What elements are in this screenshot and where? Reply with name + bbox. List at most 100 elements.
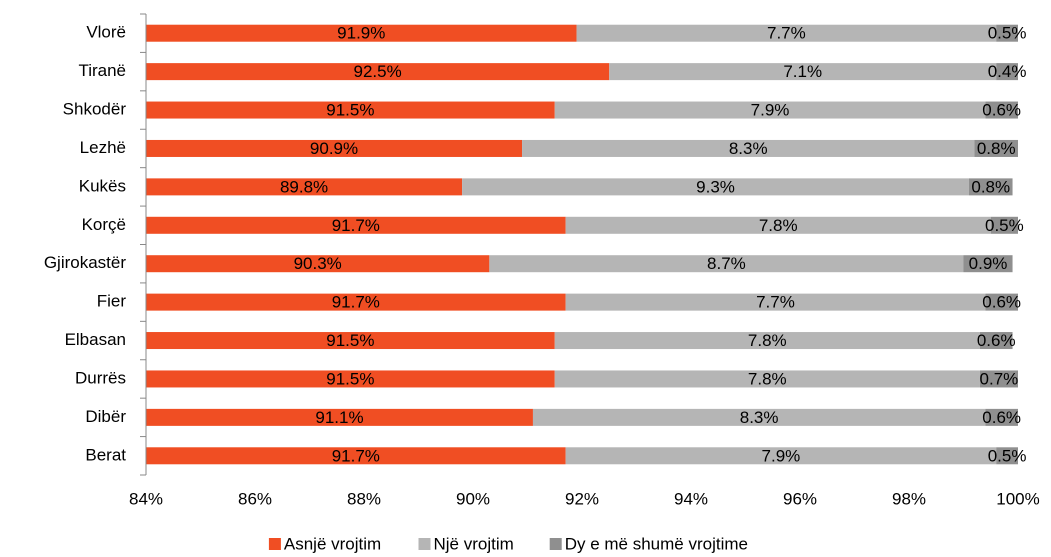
bar-segment xyxy=(146,139,523,157)
data-label: 7.8% xyxy=(759,216,798,235)
bar-segment xyxy=(996,63,1018,81)
data-label: 0.5% xyxy=(988,24,1027,43)
data-label: 8.3% xyxy=(740,408,779,427)
data-label: 90.3% xyxy=(294,254,342,273)
bar-segment xyxy=(996,24,1018,42)
y-tick-label: Vlorë xyxy=(86,23,126,42)
data-label: 9.3% xyxy=(696,177,735,196)
y-tick-label: Durrës xyxy=(75,368,126,387)
bar-segment xyxy=(489,255,964,273)
bar-segment xyxy=(146,370,555,388)
y-tick-label: Kukës xyxy=(79,176,126,195)
data-label: 91.5% xyxy=(326,101,374,120)
bar-segment xyxy=(985,408,1018,426)
legend-label: Një vrojtim xyxy=(434,534,514,553)
data-label: 0.6% xyxy=(982,408,1021,427)
bar-segment xyxy=(565,216,991,234)
bar-segment xyxy=(990,216,1018,234)
bar-segment xyxy=(462,178,969,196)
data-label: 90.9% xyxy=(310,139,358,158)
bar-segment xyxy=(146,216,566,234)
y-tick-label: Berat xyxy=(85,445,126,464)
legend-label: Dy e më shumë vrojtime xyxy=(565,534,748,553)
data-label: 91.7% xyxy=(332,216,380,235)
bar-segment xyxy=(146,63,610,81)
bar-segment xyxy=(576,24,997,42)
data-label: 89.8% xyxy=(280,177,328,196)
y-tick-label: Dibër xyxy=(85,407,126,426)
data-label: 0.6% xyxy=(982,101,1021,120)
data-label: 91.1% xyxy=(315,408,363,427)
bar-segment xyxy=(146,332,555,350)
data-label: 7.7% xyxy=(756,293,795,312)
data-label: 91.7% xyxy=(332,293,380,312)
data-label: 7.8% xyxy=(748,331,787,350)
y-tick-label: Tiranë xyxy=(78,61,126,80)
bar-segment xyxy=(565,293,986,311)
data-label: 0.5% xyxy=(985,216,1024,235)
bar-segment xyxy=(565,447,997,465)
bar-segment xyxy=(554,370,980,388)
data-label: 0.5% xyxy=(988,446,1027,465)
data-label: 8.3% xyxy=(729,139,768,158)
x-tick-label: 88% xyxy=(347,489,381,508)
bar-segment xyxy=(146,101,555,119)
bar-segment xyxy=(985,101,1018,119)
legend-swatch xyxy=(418,538,431,550)
bar-segment xyxy=(963,255,1013,273)
x-tick-label: 100% xyxy=(996,489,1039,508)
data-label: 7.9% xyxy=(762,446,801,465)
legend-swatch xyxy=(549,538,562,550)
bar-segment xyxy=(554,101,986,119)
data-label: 0.8% xyxy=(977,139,1016,158)
data-label: 91.5% xyxy=(326,369,374,388)
bar-segment xyxy=(974,139,1018,157)
y-tick-label: Korçë xyxy=(82,215,126,234)
x-tick-label: 96% xyxy=(783,489,817,508)
y-tick-label: Elbasan xyxy=(65,330,126,349)
data-label: 7.1% xyxy=(783,62,822,81)
bar-segment xyxy=(146,178,463,196)
bar-segment xyxy=(146,408,533,426)
data-label: 91.5% xyxy=(326,331,374,350)
bar-segment xyxy=(979,370,1018,388)
x-tick-label: 90% xyxy=(456,489,490,508)
bar-segment xyxy=(522,139,975,157)
x-tick-label: 84% xyxy=(129,489,163,508)
y-tick-label: Lezhë xyxy=(80,138,126,157)
bar-segment xyxy=(554,332,980,350)
data-label: 7.9% xyxy=(751,101,790,120)
x-tick-label: 86% xyxy=(238,489,272,508)
bar-segment xyxy=(609,63,997,81)
data-label: 0.9% xyxy=(969,254,1008,273)
plot-area xyxy=(146,24,1018,465)
bar-segment xyxy=(146,293,566,311)
bar-segment xyxy=(968,178,1013,196)
y-tick-label: Shkodër xyxy=(63,100,127,119)
bar-segment xyxy=(985,293,1018,311)
bar-segment xyxy=(146,255,490,273)
data-label: 0.8% xyxy=(971,177,1010,196)
legend-swatch xyxy=(268,538,281,550)
data-label: 7.8% xyxy=(748,369,787,388)
bar-segment xyxy=(979,332,1013,350)
bar-segment xyxy=(996,447,1018,465)
bar-segment xyxy=(146,447,566,465)
y-tick-label: Gjirokastër xyxy=(44,253,127,272)
x-tick-label: 94% xyxy=(674,489,708,508)
data-label: 0.7% xyxy=(980,369,1019,388)
data-label: 8.7% xyxy=(707,254,746,273)
data-label: 91.9% xyxy=(337,24,385,43)
legend-label: Asnjë vrojtim xyxy=(284,534,381,553)
data-label: 92.5% xyxy=(354,62,402,81)
data-label: 7.7% xyxy=(767,24,806,43)
bar-segment xyxy=(532,408,986,426)
data-label: 0.6% xyxy=(982,293,1021,312)
bar-segment xyxy=(146,24,577,42)
y-tick-label: Fier xyxy=(97,292,127,311)
data-label: 0.4% xyxy=(988,62,1027,81)
data-label: 0.6% xyxy=(977,331,1016,350)
x-tick-label: 92% xyxy=(565,489,599,508)
data-label: 91.7% xyxy=(332,446,380,465)
